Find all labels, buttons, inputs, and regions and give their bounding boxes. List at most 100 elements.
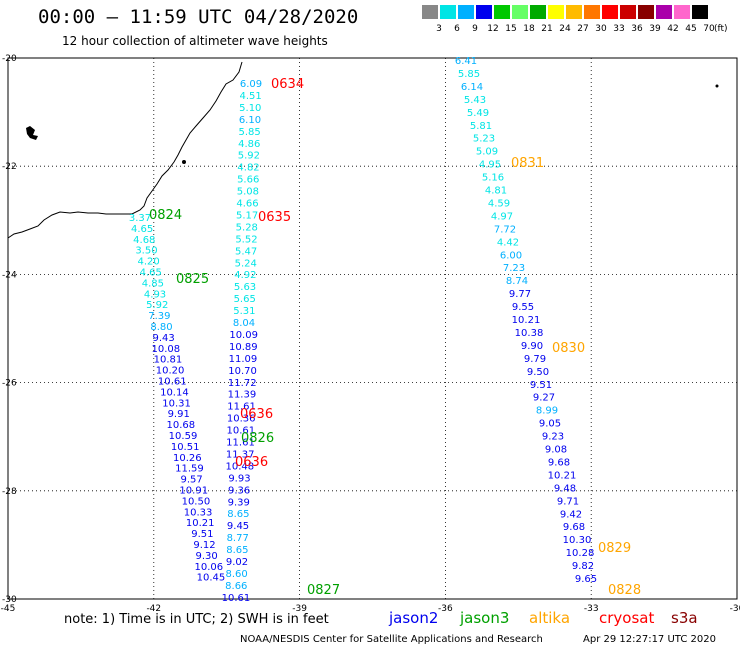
wave-height-value: 8.77 (227, 533, 249, 544)
legend-label: 21 (541, 24, 553, 34)
wave-height-value: 4.86 (238, 139, 260, 150)
track-east: 6.41 5.85 6.14 5.43 5.49 5.81 5.23 5.09 4.95 5.16… (455, 56, 641, 598)
wave-height-value: 10.21 (548, 470, 577, 481)
wave-height-value: 9.48 (554, 483, 576, 494)
wave-height-value: 10.61 (158, 377, 187, 388)
lat-tick-label: -22 (2, 162, 17, 172)
legend-label: 9 (472, 24, 478, 34)
legend-swatch (440, 5, 456, 19)
pass-time-label: 0636 (240, 407, 273, 422)
lat-tick-label: -26 (2, 379, 17, 389)
wave-height-value: 4.82 (237, 163, 259, 174)
wave-height-value: 11.72 (228, 378, 257, 389)
wave-height-value: 9.51 (191, 529, 213, 540)
timestamp-text: Apr 29 12:27:17 UTC 2020 (583, 634, 716, 645)
units-note: note: 1) Time is in UTC; 2) SWH is in fe… (64, 612, 329, 627)
wave-height-value: 4.95 (479, 160, 501, 171)
pass-time-label: 0635 (258, 210, 291, 225)
wave-height-value: 5.85 (238, 127, 260, 138)
wave-height-value: 4.42 (497, 237, 519, 248)
wave-height-value: 9.55 (512, 302, 534, 313)
wave-height-value: 4.85 (142, 278, 164, 289)
wave-height-value: 4.97 (491, 211, 513, 222)
legend-swatch (458, 5, 474, 19)
satellite-jason2: jason2 (389, 609, 439, 627)
wave-height-value: 4.51 (240, 91, 262, 102)
wave-height-value: 10.14 (160, 387, 189, 398)
lat-tick-label: -20 (2, 54, 17, 64)
wave-height-value: 4.93 (144, 289, 166, 300)
legend-swatch (476, 5, 492, 19)
wave-height-value: 4.65 (140, 268, 162, 279)
wave-height-value: 9.82 (572, 561, 594, 572)
wave-height-value: 9.68 (563, 522, 585, 533)
wave-height-value: 3.37 (129, 213, 151, 224)
wave-height-value: 9.30 (196, 551, 218, 562)
wave-height-value: 7.39 (148, 311, 170, 322)
wave-height-value: 10.45 (197, 573, 226, 584)
wave-height-value: 10.28 (566, 548, 595, 559)
wave-height-value: 5.52 (235, 234, 257, 245)
pass-time-label: 0831 (511, 156, 544, 171)
wave-height-value: 9.02 (226, 557, 248, 568)
wave-height-value: 4.20 (137, 257, 159, 268)
wave-height-value: 8.66 (225, 581, 247, 592)
wave-height-value: 5.92 (146, 300, 168, 311)
wave-height-value: 9.57 (180, 475, 202, 486)
pass-time-label: 0634 (271, 77, 304, 92)
wave-height-value: 4.66 (236, 199, 258, 210)
legend-swatch (602, 5, 618, 19)
wave-height-value: 10.68 (167, 420, 196, 431)
wave-height-value: 5.92 (238, 151, 260, 162)
wave-height-value: 9.90 (521, 341, 543, 352)
wave-height-value: 11.09 (229, 354, 258, 365)
wave-height-value: 6.14 (461, 82, 483, 93)
wave-height-value: 10.48 (225, 461, 254, 472)
wave-height-value: 8.74 (506, 276, 528, 287)
satellite-altika: altika (529, 609, 571, 627)
wave-height-value: 7.72 (494, 224, 516, 235)
legend-swatch (548, 5, 564, 19)
lat-tick-label: -24 (2, 270, 17, 280)
lat-tick-label: -28 (2, 487, 17, 497)
lon-tick-label: -30 (730, 604, 740, 614)
wave-height-value: 10.89 (229, 342, 258, 353)
wave-height-value: 9.65 (575, 574, 597, 585)
satellite-s3a: s3a (671, 609, 698, 627)
pass-time-label: 0827 (307, 583, 340, 598)
legend-unit: (ft) (714, 24, 728, 34)
wave-height-value: 5.10 (239, 103, 261, 114)
wave-height-value: 10.09 (229, 330, 258, 341)
wave-height-value: 8.60 (226, 569, 248, 580)
wave-height-value: 10.30 (563, 535, 592, 546)
wave-height-value: 8.80 (150, 322, 172, 333)
wave-height-value: 10.38 (515, 328, 544, 339)
legend-label: 24 (559, 24, 571, 34)
legend-swatch (620, 5, 636, 19)
wave-height-value: 9.12 (193, 540, 215, 551)
wave-height-value: 5.66 (237, 175, 259, 186)
legend-swatch (656, 5, 672, 19)
lat-lon-grid (8, 58, 737, 599)
lon-tick-label: -42 (146, 604, 161, 614)
track-middle: 3.374.654.683.504.204.654.854.935.927.39… (129, 208, 225, 584)
wave-height-value: 5.63 (234, 282, 256, 293)
wave-height-value: 5.09 (476, 147, 498, 158)
wave-height-value: 10.81 (154, 355, 183, 366)
pass-time-label: 0826 (241, 431, 274, 446)
wave-height-value: 10.21 (186, 518, 215, 529)
track-west: 6.094.515.106.105.854.865.924.825.665.08… (222, 77, 340, 604)
satellite-jason3: jason3 (460, 609, 510, 627)
wave-height-value: 10.26 (173, 453, 202, 464)
wave-height-value: 5.16 (482, 173, 504, 184)
lon-tick-label: -39 (292, 604, 307, 614)
wave-height-value: 9.71 (557, 496, 579, 507)
pass-time-label: 0830 (552, 341, 585, 356)
map-subtitle: 12 hour collection of altimeter wave hei… (62, 34, 328, 48)
wave-height-value: 11.61 (226, 438, 255, 449)
wave-height-value: 10.08 (151, 344, 180, 355)
wave-height-value: 8.99 (536, 406, 558, 417)
legend-label: 42 (667, 24, 679, 34)
wave-height-value: 9.05 (539, 419, 561, 430)
